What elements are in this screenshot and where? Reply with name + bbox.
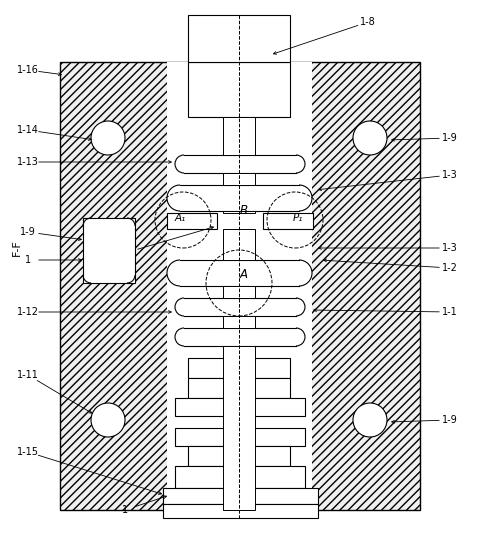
Circle shape xyxy=(91,403,125,437)
Bar xyxy=(184,328,296,346)
Bar xyxy=(263,213,313,229)
Bar xyxy=(223,117,255,155)
Text: 1-3: 1-3 xyxy=(442,170,458,180)
Bar xyxy=(188,62,290,117)
Bar xyxy=(175,428,305,446)
Bar xyxy=(184,298,296,316)
Text: B: B xyxy=(240,203,248,216)
Bar xyxy=(223,316,255,328)
Text: 1-9: 1-9 xyxy=(20,227,36,237)
Circle shape xyxy=(353,403,387,437)
Text: A₁: A₁ xyxy=(174,213,185,223)
Text: 1: 1 xyxy=(25,255,31,265)
Text: 1-8: 1-8 xyxy=(360,17,376,27)
Bar xyxy=(188,358,290,378)
Bar xyxy=(167,62,312,510)
Bar xyxy=(167,213,217,229)
Text: 1-13: 1-13 xyxy=(17,157,39,167)
Bar xyxy=(223,286,255,298)
Text: 1-9: 1-9 xyxy=(442,415,458,425)
Text: 1-12: 1-12 xyxy=(17,307,39,317)
Bar xyxy=(60,62,420,510)
Bar xyxy=(223,346,255,510)
Bar xyxy=(223,173,255,185)
Text: 1-15: 1-15 xyxy=(17,447,39,457)
Bar xyxy=(223,229,255,260)
Bar xyxy=(223,117,255,510)
Text: A: A xyxy=(240,268,248,281)
Bar xyxy=(175,398,305,416)
Bar xyxy=(180,260,299,286)
Bar xyxy=(223,211,255,213)
Bar xyxy=(188,15,290,62)
Bar xyxy=(163,488,318,504)
Text: 1-1: 1-1 xyxy=(442,307,458,317)
Text: F-F: F-F xyxy=(12,240,22,256)
Bar xyxy=(83,218,135,283)
Bar xyxy=(163,504,318,518)
Text: 1-9: 1-9 xyxy=(442,133,458,143)
Bar xyxy=(180,185,299,211)
Text: 1-2: 1-2 xyxy=(442,263,458,273)
Bar xyxy=(184,155,296,173)
Bar xyxy=(188,378,290,398)
Text: 1-16: 1-16 xyxy=(17,65,39,75)
Bar xyxy=(175,466,305,488)
Text: 1-3: 1-3 xyxy=(442,243,458,253)
Text: 1: 1 xyxy=(122,505,128,515)
Text: 1-14: 1-14 xyxy=(17,125,39,135)
Text: 1-11: 1-11 xyxy=(17,370,39,380)
Circle shape xyxy=(91,121,125,155)
Text: P₁: P₁ xyxy=(293,213,303,223)
Circle shape xyxy=(353,121,387,155)
Bar xyxy=(188,446,290,466)
